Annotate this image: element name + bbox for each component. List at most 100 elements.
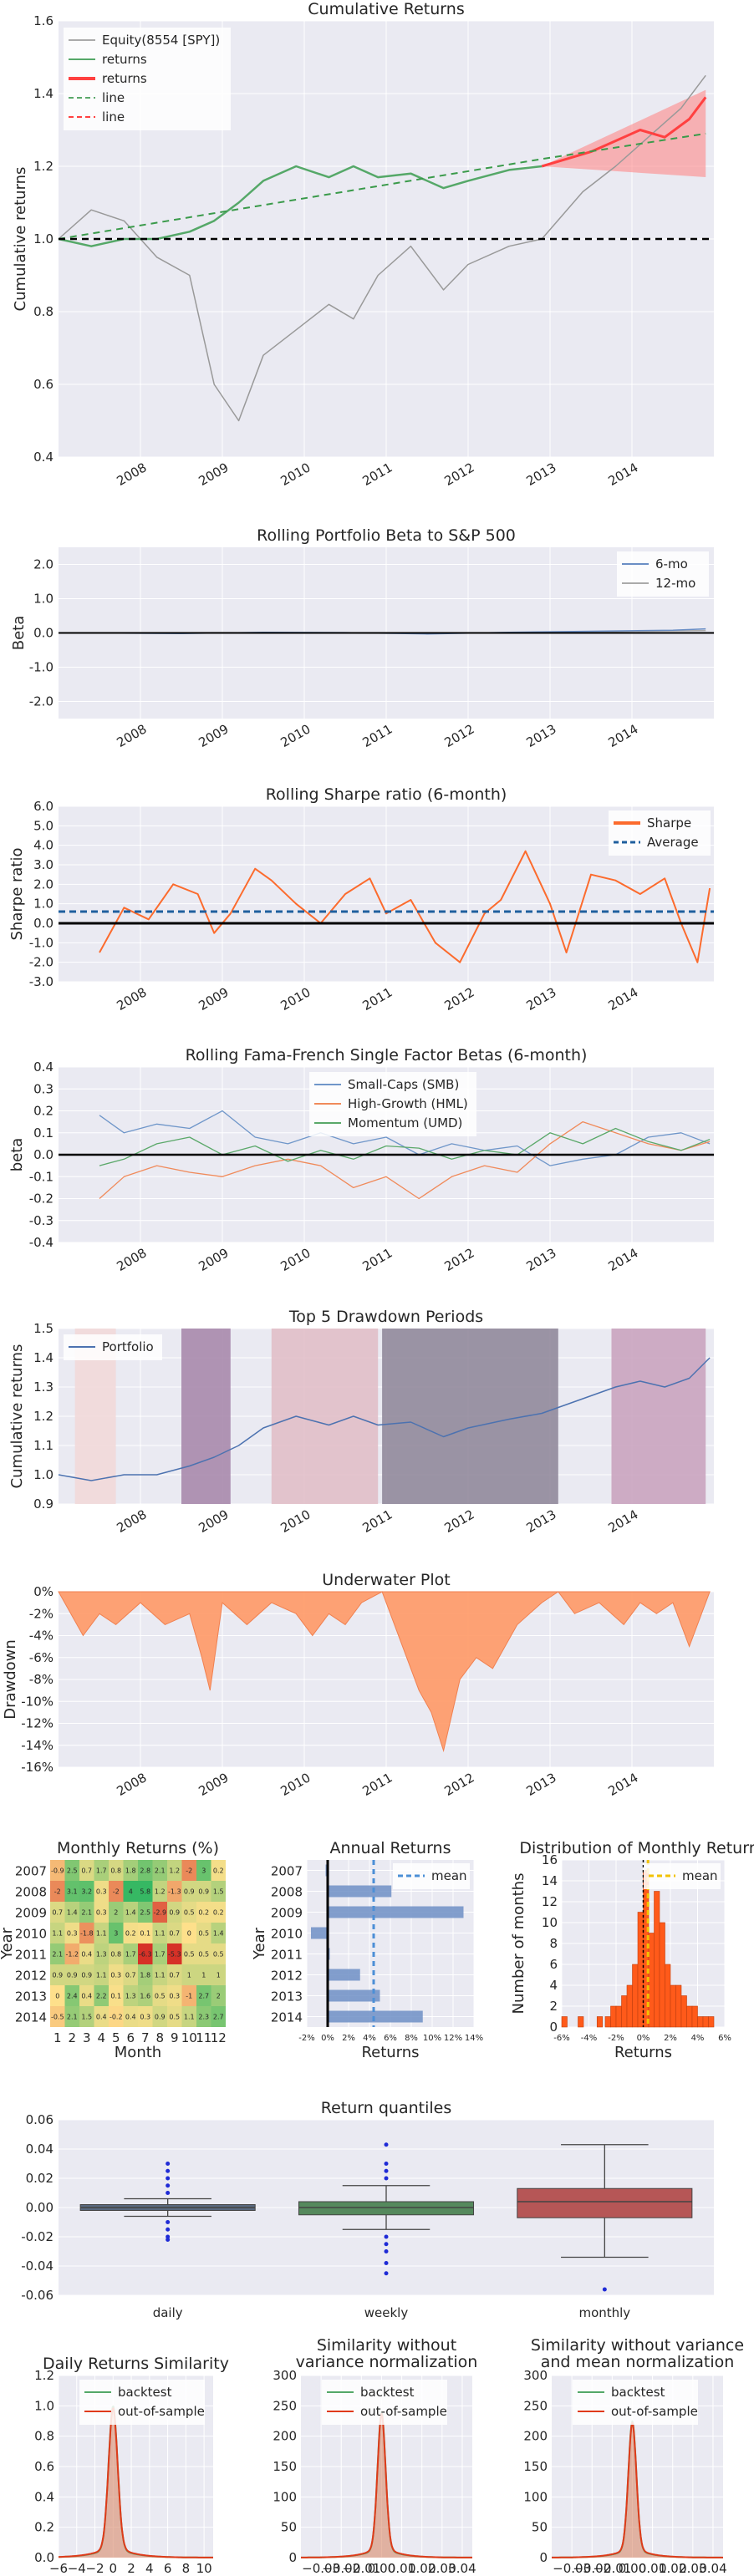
y-tick-label: 0.0 — [34, 2550, 54, 2565]
heatmap-value: 0.5 — [184, 1909, 195, 1917]
heatmap-value: 1.1 — [96, 1930, 107, 1938]
annual-return-bar — [328, 2010, 423, 2023]
heatmap-cell — [152, 1923, 167, 1943]
y-tick-label: -0.3 — [29, 1213, 53, 1228]
heatmap-cell — [211, 1985, 226, 2006]
y-tick-label: -14% — [21, 1738, 53, 1753]
histogram-bar — [691, 2005, 698, 2028]
heatmap-value: -0.5 — [51, 2014, 64, 2021]
x-tick-label: 2011 — [359, 1506, 395, 1536]
x-tick-label: 2010 — [278, 1770, 313, 1799]
heatmap-value: 1 — [217, 1972, 221, 1979]
x-tick-label: 0 — [110, 2561, 118, 2573]
histogram-bar — [596, 2016, 604, 2028]
heatmap-value: 1.4 — [125, 1909, 136, 1917]
heatmap-cell — [109, 1923, 124, 1943]
y-tick-label: 2008 — [271, 1885, 303, 1900]
x-tick-label: 2012 — [441, 721, 476, 750]
heatmap-cell — [109, 1943, 124, 1964]
y-tick-label: 1.0 — [33, 897, 53, 912]
legend-label: mean — [431, 1868, 467, 1883]
heatmap-cell — [167, 2006, 182, 2027]
x-tick-label: 6% — [384, 2034, 397, 2043]
x-tick-label: 2013 — [523, 984, 558, 1014]
outlier-point — [166, 2220, 171, 2224]
x-tick-label: 2012 — [441, 460, 476, 489]
x-tick-label: 12% — [444, 2034, 462, 2043]
x-tick-label: 2 — [127, 2561, 135, 2573]
kde-fill — [301, 2413, 472, 2558]
chart-title: Cumulative Returns — [308, 0, 464, 18]
heatmap-value: 0.8 — [110, 1867, 121, 1875]
outlier-point — [166, 2183, 171, 2188]
heatmap-cell — [94, 1860, 109, 1881]
y-tick-label: 2011 — [15, 1948, 47, 1963]
x-tick-label: 8% — [405, 2034, 418, 2043]
outlier-point — [384, 2261, 389, 2265]
x-tick-label: 9 — [171, 2030, 179, 2045]
outlier-point — [384, 2242, 389, 2247]
heatmap-cell — [64, 1964, 79, 1985]
heatmap-cell — [64, 1923, 79, 1943]
legend-label: backtest — [611, 2385, 665, 2400]
heatmap-value: 2.4 — [67, 1993, 78, 2000]
heatmap-value: 1.5 — [213, 1888, 224, 1896]
y-tick-label: -0.02 — [21, 2229, 53, 2244]
x-tick-label: 1 — [53, 2030, 62, 2045]
x-tick-label: 2011 — [359, 984, 395, 1014]
y-tick-label: 250 — [273, 2398, 297, 2413]
x-tick-label: -4% — [581, 2034, 597, 2043]
x-tick-label: 2008 — [114, 1770, 149, 1799]
heatmap-cell — [79, 1881, 94, 1902]
y-axis-label: Drawdown — [2, 1639, 19, 1720]
y-tick-label: 0.0 — [33, 1147, 53, 1162]
heatmap-value: 0.3 — [96, 1888, 107, 1896]
sharpe-line — [99, 850, 711, 963]
heatmap-value: 0.2 — [213, 1867, 224, 1875]
x-tick-label: −2 — [85, 2561, 104, 2573]
y-tick-label: 2008 — [15, 1885, 47, 1900]
heatmap-cell — [109, 2006, 124, 2027]
x-tick-label: 12 — [211, 2030, 227, 2045]
heatmap-value: -0.9 — [51, 1867, 64, 1875]
y-tick-label: 4.0 — [33, 838, 53, 853]
legend-box — [573, 2380, 698, 2425]
heatmap-cell — [109, 1985, 124, 2006]
x-tick-label: 11 — [196, 2030, 211, 2045]
heatmap-cell — [211, 1881, 226, 1902]
x-tick-label: 2012 — [441, 1506, 476, 1536]
x-tick-label: 2008 — [114, 460, 149, 489]
heatmap-cell — [64, 1860, 79, 1881]
heatmap-cell — [64, 2006, 79, 2027]
heatmap-cell — [123, 2006, 138, 2027]
heatmap-cell — [50, 1923, 65, 1943]
heatmap-cell — [196, 1943, 211, 1964]
legend-label: Sharpe — [647, 815, 691, 831]
outlier-point — [166, 2191, 171, 2195]
heatmap-value: -1.2 — [65, 1951, 79, 1959]
heatmap-value: 0.2 — [213, 1909, 224, 1917]
x-tick-label: 2012 — [441, 984, 476, 1014]
x-tick-label: 2014 — [605, 1506, 640, 1536]
x-axis-label: Returns — [614, 2044, 672, 2061]
legend-label: Equity(8554 [SPY]) — [102, 33, 220, 48]
y-tick-label: 1.4 — [33, 1350, 53, 1365]
heatmap-value: 2.1 — [52, 1951, 63, 1959]
y-tick-label: 1.1 — [33, 1438, 53, 1453]
heatmap-value: -1.3 — [168, 1888, 181, 1896]
heatmap-cell — [94, 1881, 109, 1902]
y-tick-label: 0.6 — [34, 2459, 54, 2474]
histogram-bar — [659, 1922, 665, 2028]
quantile-box — [517, 2187, 693, 2218]
x-axis-label: Month — [115, 2044, 161, 2061]
x-tick-label: monthly — [578, 2305, 630, 2320]
heatmap-cell — [64, 1902, 79, 1923]
y-tick-label: 0 — [539, 2550, 548, 2565]
heatmap-value: 1.4 — [213, 1930, 224, 1938]
heatmap-value: -2 — [186, 1867, 192, 1875]
y-axis-label: Year — [0, 1927, 16, 1960]
chart-title: and mean normalization — [541, 2353, 735, 2371]
y-tick-label: 2010 — [15, 1927, 47, 1942]
heatmap-value: 2.5 — [140, 1909, 150, 1917]
y-tick-label: 0.4 — [33, 450, 53, 465]
